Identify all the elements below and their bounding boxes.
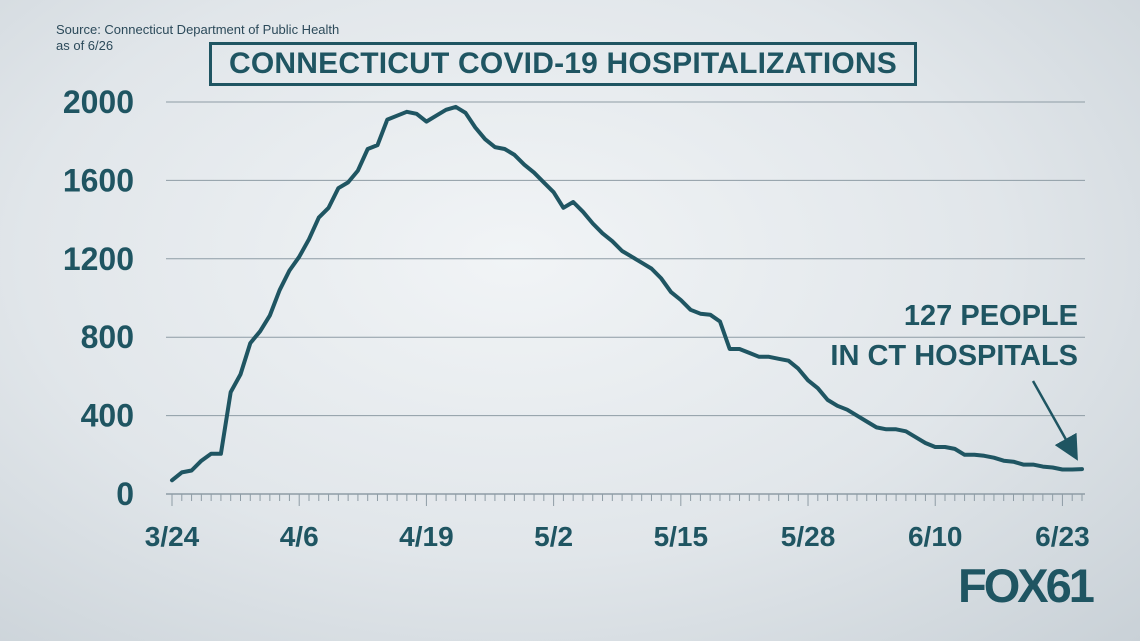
chart-title: CONNECTICUT COVID-19 HOSPITALIZATIONS — [229, 47, 897, 80]
x-tick-label: 4/6 — [280, 521, 319, 552]
x-tick-label: 5/28 — [781, 521, 836, 552]
x-axis: 3/24 4/6 4/19 5/2 5/15 5/28 6/10 6/23 — [145, 493, 1090, 552]
logo-text: FOX61 — [958, 560, 1094, 608]
y-tick-label: 1200 — [63, 241, 134, 277]
y-tick-label: 2000 — [63, 84, 134, 120]
x-tick-label: 3/24 — [145, 521, 200, 552]
y-tick-label: 0 — [116, 476, 134, 512]
y-tick-label: 800 — [81, 319, 134, 355]
fox61-logo: FOX61 — [958, 560, 1097, 608]
series-line — [170, 104, 1084, 483]
y-axis: 0 400 800 1200 1600 2000 — [63, 84, 134, 512]
x-tick-label: 6/23 — [1035, 521, 1090, 552]
as-of-date: as of 6/26 — [56, 38, 114, 53]
x-tick-label: 4/19 — [399, 521, 454, 552]
source-line: Source: Connecticut Department of Public… — [56, 22, 340, 37]
annotation-line-2: IN CT HOSPITALS — [830, 340, 1078, 372]
x-tick-label: 5/15 — [654, 521, 709, 552]
annotation-line-1: 127 PEOPLE — [904, 300, 1078, 332]
annotation: 127 PEOPLE IN CT HOSPITALS — [830, 300, 1078, 461]
annotation-arrow — [1031, 380, 1078, 461]
y-tick-label: 400 — [81, 398, 134, 434]
chart-title-box: CONNECTICUT COVID-19 HOSPITALIZATIONS — [209, 42, 917, 86]
source-note: Source: Connecticut Department of Public… — [56, 22, 339, 54]
gridlines — [166, 101, 1085, 417]
series-group — [170, 104, 1084, 483]
x-tick-label: 5/2 — [534, 521, 573, 552]
y-tick-label: 1600 — [63, 162, 134, 198]
x-tick-label: 6/10 — [908, 521, 963, 552]
